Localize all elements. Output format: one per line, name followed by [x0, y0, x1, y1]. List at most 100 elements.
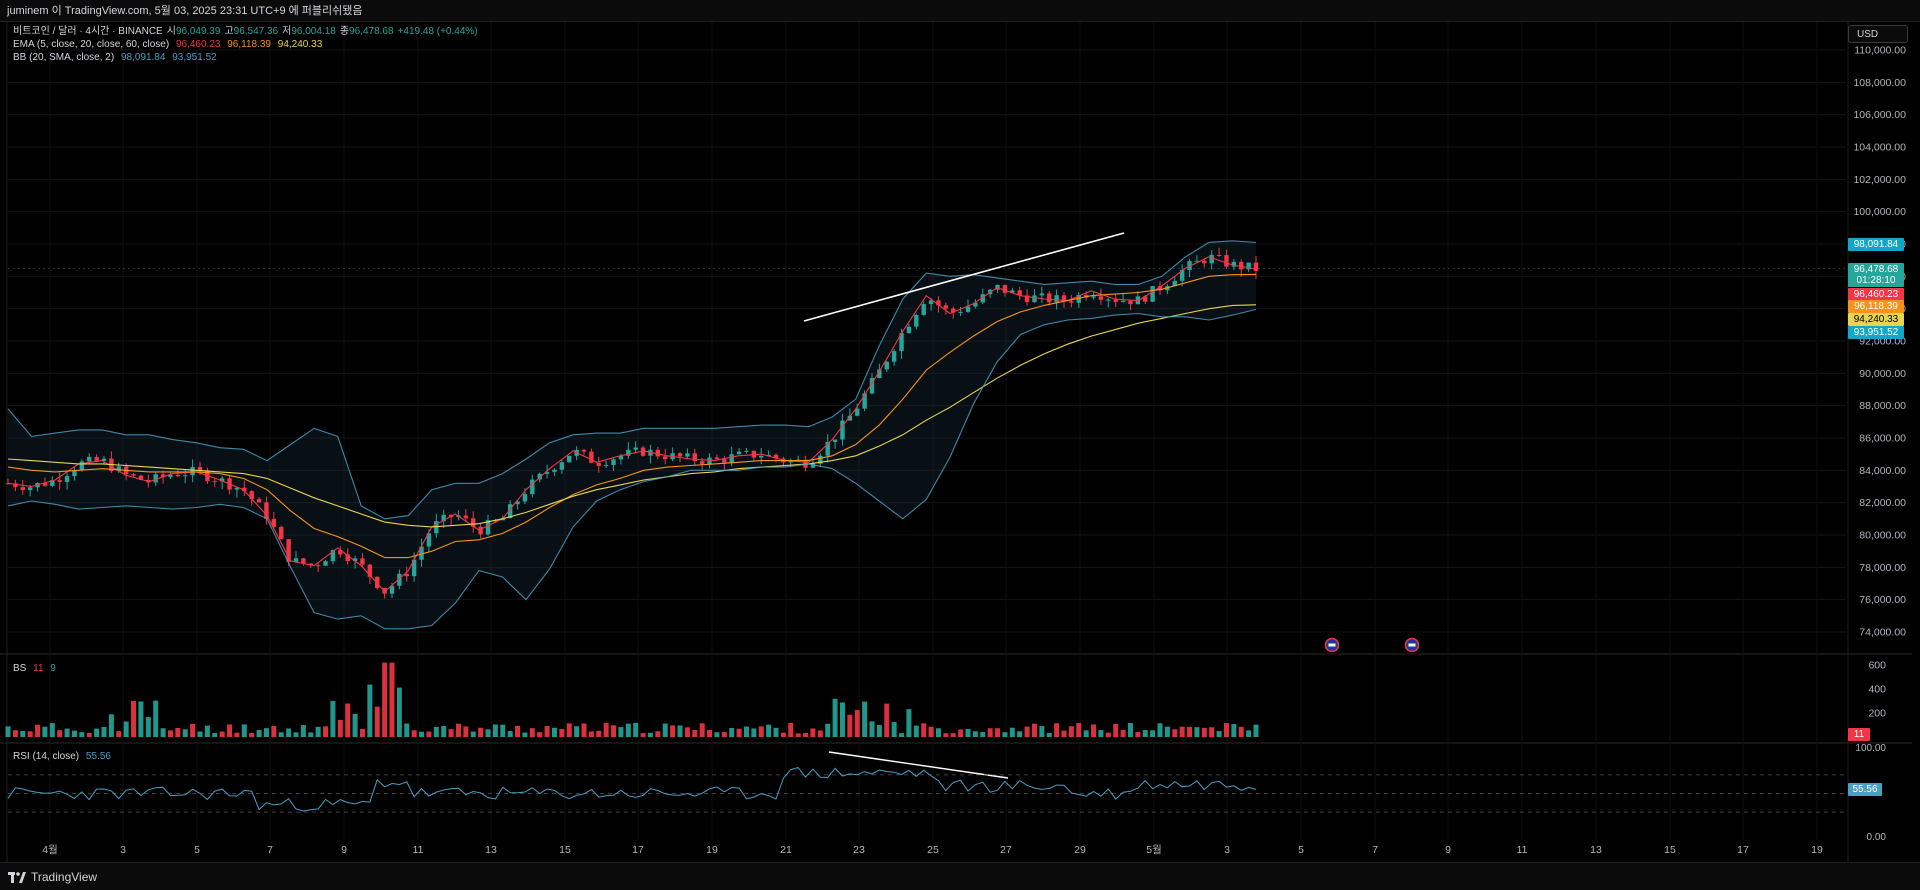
volume-bar [1002, 732, 1008, 737]
candle-body [1128, 300, 1133, 305]
chart-area[interactable]: 110,000.00 108,000.00 106,000.00 104,000.00… [0, 22, 1920, 862]
candle-body [537, 473, 542, 480]
candle-body [1231, 261, 1237, 267]
volume-bar [906, 709, 912, 737]
bb-lower-value: 93,951.52 [172, 52, 217, 63]
volume-bar [729, 727, 735, 737]
candle-body [249, 491, 254, 500]
ema20-value: 96,118.39 [227, 39, 271, 50]
volume-bar [839, 702, 845, 737]
volume-bar [1216, 731, 1222, 737]
volume-bar [758, 726, 764, 737]
volume-bar [27, 731, 33, 737]
countdown-tag: 01:28:10 [1848, 274, 1904, 287]
time-tick-label: 25 [927, 844, 939, 856]
bs-legend[interactable]: BS 11 9 [13, 663, 60, 675]
volume-bar [515, 725, 521, 737]
ema60-line [7, 304, 1257, 528]
volume-bar [1046, 732, 1052, 737]
volume-bar [411, 730, 417, 737]
candle-body [1017, 290, 1022, 296]
volume-bar [182, 729, 188, 737]
bs-buy-value: 9 [50, 663, 56, 674]
volume-bar [958, 729, 964, 737]
volume-bar [278, 732, 284, 737]
volume-bar [965, 728, 971, 737]
volume-bar [35, 724, 41, 737]
volume-bar [108, 714, 114, 737]
volume-bar [396, 687, 402, 737]
candle-body [1202, 260, 1207, 264]
volume-bar [160, 728, 166, 737]
volume-bar [64, 728, 70, 737]
volume-bar [79, 732, 85, 737]
price-tick-label: 82,000.00 [1859, 497, 1906, 509]
candle-body [729, 454, 734, 463]
volume-bar [692, 729, 698, 737]
candle-body [958, 311, 963, 313]
volume-bar [330, 700, 336, 737]
volume-bar [1238, 726, 1244, 737]
candle-body [197, 466, 203, 471]
bollinger-band-area [8, 240, 1256, 629]
price-chart[interactable]: 110,000.00 108,000.00 106,000.00 104,000.00… [0, 22, 1920, 862]
candle-body [1209, 254, 1214, 264]
candle-body [279, 526, 284, 540]
ema60-value: 94,240.33 [277, 39, 323, 50]
candle-body [57, 480, 62, 482]
volume-bar [153, 700, 159, 737]
candle-body [352, 558, 358, 562]
volume-bar [943, 733, 949, 737]
currency-button[interactable]: USD [1848, 25, 1908, 43]
volume-bar [869, 721, 875, 737]
volume-bar [876, 724, 882, 737]
volume-bar [131, 700, 137, 737]
volume-bar [485, 729, 491, 737]
volume-bar [1201, 727, 1207, 737]
candle-body [1187, 261, 1192, 270]
candle-body [478, 526, 483, 535]
volume-bar [57, 730, 63, 737]
volume-bar [1187, 726, 1193, 737]
volume-bar [603, 722, 609, 737]
grid [0, 22, 1912, 862]
rsi-trendline [828, 751, 1009, 779]
candle-body [168, 474, 173, 477]
volume-bar [633, 722, 639, 737]
footer-bar: TradingView [0, 862, 1920, 890]
candle-body [581, 449, 587, 452]
open-value: 96,049.39 [175, 26, 221, 37]
candle-body [640, 447, 646, 456]
candle-body [855, 408, 860, 416]
candle-body [463, 515, 469, 519]
time-tick-label: 9 [1445, 844, 1451, 856]
ema5-line [7, 256, 1257, 593]
price-tick-label: 88,000.00 [1859, 400, 1906, 412]
bb-legend[interactable]: BB (20, SMA, close, 2) 98,091.84 93,951.… [13, 52, 221, 64]
volume-bar [913, 725, 919, 737]
bb-lower-tag: 93,951.52 [1848, 326, 1904, 339]
candle-body [773, 454, 779, 459]
close-value: 96,478.68 [349, 26, 394, 37]
time-tick-label: 5 [1298, 844, 1304, 856]
candle-body [559, 462, 565, 470]
candle-body [530, 479, 535, 495]
candle-body [832, 439, 838, 442]
tradingview-brand[interactable]: TradingView [8, 870, 97, 884]
candle-body [685, 453, 690, 457]
ema-legend[interactable]: EMA (5, close, 20, close, 60, close) 96,… [13, 39, 326, 51]
rsi-legend[interactable]: RSI (14, close) 55.56 [13, 751, 115, 763]
time-tick-label: 15 [1664, 844, 1676, 856]
candle-body [633, 447, 638, 450]
time-tick-label: 7 [1372, 844, 1378, 856]
high-label: 고 [224, 26, 234, 37]
bollinger-fill [8, 240, 1256, 629]
volume-bar [935, 728, 941, 737]
candle-body [618, 455, 624, 460]
volume-bar [145, 717, 151, 737]
volume-bar [249, 733, 255, 737]
low-label: 저 [282, 26, 292, 37]
candle-body [515, 501, 520, 505]
candle-body [722, 458, 727, 463]
volume-bar [204, 725, 210, 737]
